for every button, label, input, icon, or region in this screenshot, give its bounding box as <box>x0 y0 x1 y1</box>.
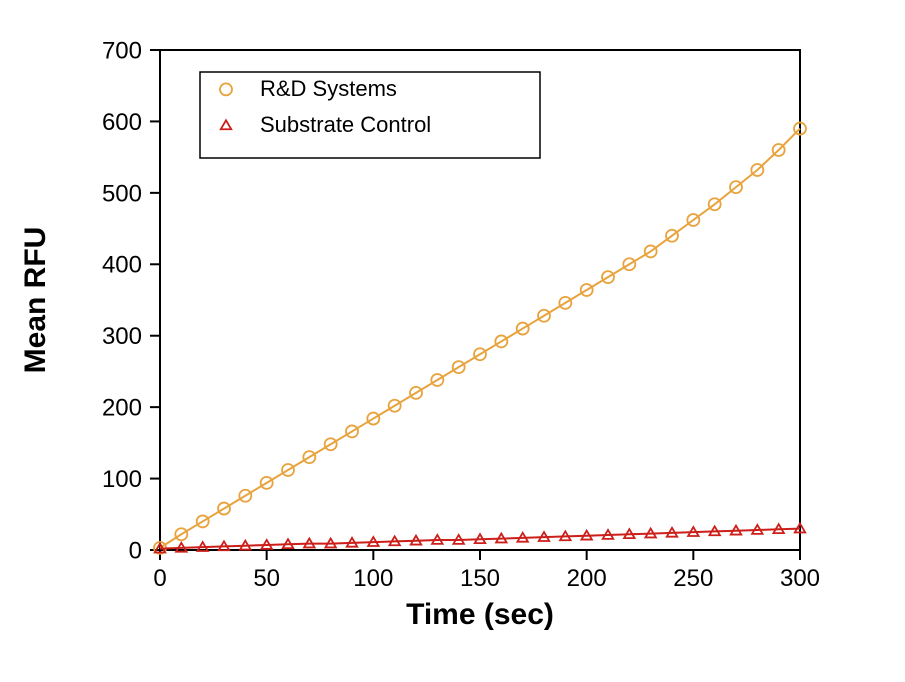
x-tick-label: 100 <box>353 565 393 592</box>
y-tick-label: 600 <box>102 109 142 136</box>
x-tick-label: 0 <box>153 565 166 592</box>
x-tick-label: 250 <box>673 565 713 592</box>
y-tick-label: 400 <box>102 252 142 279</box>
x-axis-title: Time (sec) <box>406 598 554 631</box>
x-tick-label: 150 <box>460 565 500 592</box>
legend-label: Substrate Control <box>260 112 431 137</box>
y-tick-label: 300 <box>102 323 142 350</box>
y-tick-label: 0 <box>129 537 142 564</box>
y-axis-title: Mean RFU <box>19 227 52 374</box>
y-tick-label: 700 <box>102 37 142 64</box>
kinetics-chart: 0 50 100 150 200 250 300 0 100 200 300 400 500 600 700… <box>0 0 905 682</box>
x-tick-label: 200 <box>567 565 607 592</box>
legend-label: R&D Systems <box>260 76 397 101</box>
y-tick-label: 100 <box>102 466 142 493</box>
chart-container: 0 50 100 150 200 250 300 0 100 200 300 400 500 600 700… <box>0 0 905 682</box>
x-tick-label: 300 <box>780 565 820 592</box>
y-tick-label: 200 <box>102 395 142 422</box>
x-tick-label: 50 <box>253 565 280 592</box>
legend: R&D Systems Substrate Control <box>200 72 540 158</box>
y-tick-label: 500 <box>102 180 142 207</box>
